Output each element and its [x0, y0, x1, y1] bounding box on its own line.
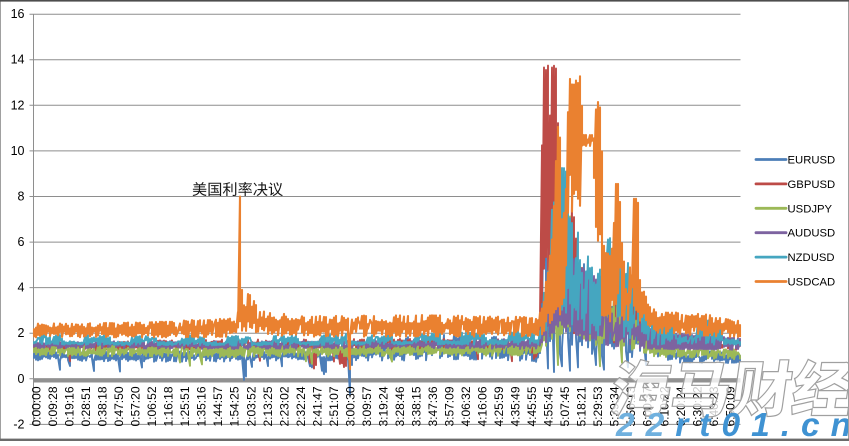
svg-text:3:00:30: 3:00:30 — [343, 386, 357, 426]
svg-text:2:32:24: 2:32:24 — [294, 386, 308, 426]
svg-text:0: 0 — [18, 372, 25, 386]
svg-text:8: 8 — [18, 190, 25, 204]
svg-text:3:57:09: 3:57:09 — [443, 386, 457, 426]
svg-text:4:55:45: 4:55:45 — [542, 386, 556, 426]
svg-text:3:09:57: 3:09:57 — [360, 386, 374, 426]
svg-text:USDJPY: USDJPY — [788, 203, 833, 215]
svg-text:0:09:28: 0:09:28 — [46, 386, 60, 426]
svg-text:USDCAD: USDCAD — [788, 277, 836, 289]
svg-text:14: 14 — [11, 53, 25, 67]
svg-text:10: 10 — [11, 144, 25, 158]
svg-text:0:00:00: 0:00:00 — [30, 386, 44, 426]
svg-text:5:07:45: 5:07:45 — [558, 386, 572, 426]
svg-text:1:44:57: 1:44:57 — [211, 386, 225, 426]
svg-text:4:45:55: 4:45:55 — [525, 386, 539, 426]
svg-text:-2: -2 — [13, 417, 24, 431]
svg-text:2: 2 — [18, 326, 25, 340]
svg-text:2:51:07: 2:51:07 — [327, 386, 341, 426]
svg-text:AUDUSD: AUDUSD — [788, 228, 836, 240]
svg-text:1:35:16: 1:35:16 — [195, 386, 209, 426]
svg-text:12: 12 — [11, 98, 25, 112]
svg-text:1:16:18: 1:16:18 — [162, 386, 176, 426]
svg-text:0:19:16: 0:19:16 — [63, 386, 77, 426]
svg-text:3:28:46: 3:28:46 — [393, 386, 407, 426]
svg-text:5:18:21: 5:18:21 — [575, 386, 589, 426]
svg-text:0:38:18: 0:38:18 — [96, 386, 110, 426]
svg-text:0:28:51: 0:28:51 — [79, 386, 93, 426]
svg-text:3:38:15: 3:38:15 — [410, 386, 424, 426]
svg-text:4:16:06: 4:16:06 — [476, 386, 490, 426]
svg-text:NZDUSD: NZDUSD — [788, 252, 835, 264]
svg-text:6: 6 — [18, 235, 25, 249]
svg-text:3:19:24: 3:19:24 — [376, 386, 390, 426]
svg-text:1:25:51: 1:25:51 — [178, 386, 192, 426]
svg-text:2:03:52: 2:03:52 — [244, 386, 258, 426]
svg-text:4:25:59: 4:25:59 — [492, 386, 506, 426]
svg-text:2:23:02: 2:23:02 — [277, 386, 291, 426]
svg-text:GBPUSD: GBPUSD — [788, 179, 836, 191]
svg-text:4: 4 — [18, 281, 25, 295]
svg-text:EURUSD: EURUSD — [788, 155, 836, 167]
svg-text:0:47:50: 0:47:50 — [112, 386, 126, 426]
svg-text:2:41:47: 2:41:47 — [310, 386, 324, 426]
svg-text:2:13:25: 2:13:25 — [261, 386, 275, 426]
svg-text:16: 16 — [11, 7, 25, 21]
svg-text:3:47:36: 3:47:36 — [426, 386, 440, 426]
svg-text:5:29:53: 5:29:53 — [591, 386, 605, 426]
svg-text:4:06:32: 4:06:32 — [459, 386, 473, 426]
svg-text:0:57:20: 0:57:20 — [129, 386, 143, 426]
svg-text:4:35:49: 4:35:49 — [509, 386, 523, 426]
svg-text:22rt01.cn: 22rt01.cn — [615, 407, 849, 441]
svg-text:1:54:25: 1:54:25 — [228, 386, 242, 426]
svg-text:1:06:52: 1:06:52 — [145, 386, 159, 426]
